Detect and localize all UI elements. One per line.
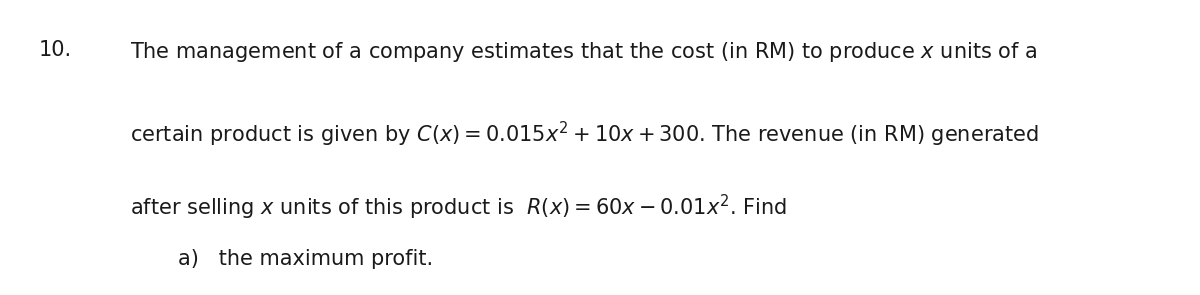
Text: 10.: 10. [38,40,72,60]
Text: after selling $x$ units of this product is  $R(x)= 60x-0.01x^2$. Find: after selling $x$ units of this product … [130,193,787,222]
Text: a)   the maximum profit.: a) the maximum profit. [178,249,433,269]
Text: certain product is given by $C(x) = 0.015x^2 +10x+300$. The revenue (in RM) gene: certain product is given by $C(x) = 0.01… [130,119,1038,149]
Text: The management of a company estimates that the cost (in RM) to produce $x$ units: The management of a company estimates th… [130,40,1037,64]
